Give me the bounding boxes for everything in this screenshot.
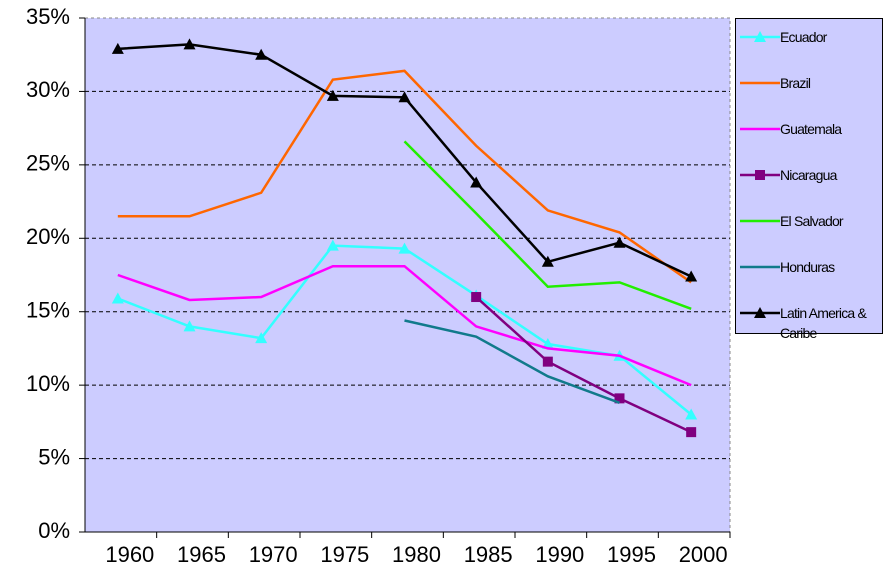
legend-marker — [754, 307, 766, 318]
data-point — [613, 236, 626, 248]
legend-swatch — [740, 265, 780, 269]
legend-label: Honduras — [780, 259, 835, 275]
legend-swatch — [740, 127, 780, 131]
data-point — [111, 292, 124, 304]
series-line — [404, 319, 620, 404]
data-point — [111, 42, 124, 54]
series-line — [117, 264, 692, 387]
series-line — [117, 69, 692, 284]
legend-item: Guatemala — [740, 119, 870, 139]
legend: Ecuador Brazil Guatemala Nicaragua El Salvad… — [735, 18, 883, 341]
y-tick-label: 10% — [26, 371, 70, 396]
legend-label: Nicaragua — [780, 167, 837, 183]
y-tick-label: 35% — [26, 4, 70, 29]
data-point — [685, 408, 698, 420]
legend-label: Brazil — [780, 75, 811, 91]
legend-item: Ecuador — [740, 27, 870, 47]
y-tick-label: 20% — [26, 224, 70, 249]
x-tick-label: 1980 — [392, 542, 441, 567]
legend-item: El Salvador — [740, 211, 870, 231]
legend-swatch — [740, 31, 780, 42]
x-tick-label: 1975 — [320, 542, 369, 567]
y-tick-label: 30% — [26, 77, 70, 102]
data-point — [398, 242, 411, 254]
data-point — [326, 239, 339, 251]
legend-swatch — [740, 307, 780, 318]
series-line — [403, 140, 692, 310]
legend-marker — [754, 31, 766, 42]
x-tick-label: 1970 — [249, 542, 298, 567]
data-point — [183, 38, 196, 50]
legend-label: Guatemala — [780, 121, 842, 137]
data-point — [326, 89, 339, 101]
x-tick-label: 1985 — [464, 542, 513, 567]
data-point — [183, 320, 196, 332]
series-line — [475, 296, 692, 434]
legend-label: Ecuador — [780, 29, 827, 45]
data-point — [255, 332, 268, 344]
data-point — [471, 292, 482, 303]
data-point — [686, 427, 697, 438]
x-tick-label: 1960 — [105, 542, 154, 567]
x-tick-label: 2000 — [679, 542, 728, 567]
y-tick-label: 25% — [26, 151, 70, 176]
x-tick-label: 1965 — [177, 542, 226, 567]
legend-swatch — [740, 170, 780, 180]
data-point — [614, 393, 625, 404]
y-tick-label: 0% — [38, 518, 70, 543]
legend-item: Brazil — [740, 73, 870, 93]
x-tick-label: 1995 — [607, 542, 656, 567]
legend-item: Latin America & Caribe — [740, 303, 870, 343]
data-point — [541, 255, 554, 267]
legend-marker — [755, 170, 765, 180]
x-tick-label: 1990 — [535, 542, 584, 567]
data-point — [398, 91, 411, 103]
legend-label: El Salvador — [780, 213, 844, 229]
data-point — [255, 48, 268, 60]
legend-item: Nicaragua — [740, 165, 870, 185]
legend-swatch — [740, 81, 780, 85]
legend-item: Honduras — [740, 257, 870, 277]
legend-label: Latin America & Caribe — [780, 305, 867, 341]
data-point — [542, 356, 553, 367]
y-tick-label: 15% — [26, 298, 70, 323]
data-point — [685, 270, 698, 282]
y-tick-label: 5% — [38, 444, 70, 469]
legend-swatch — [740, 219, 780, 223]
plot-area — [84, 17, 731, 533]
data-point — [470, 176, 483, 188]
